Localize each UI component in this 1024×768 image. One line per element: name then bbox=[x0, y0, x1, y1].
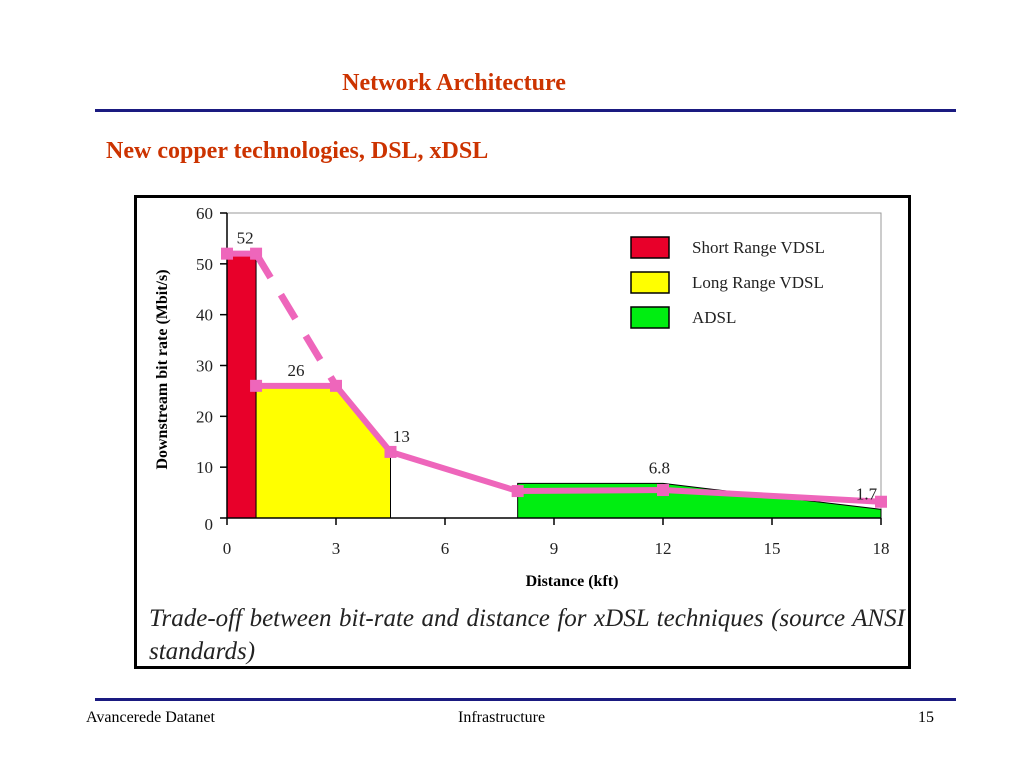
legend-label: Short Range VDSL bbox=[692, 238, 825, 257]
data-label: 6.8 bbox=[649, 458, 670, 477]
x-tick-label: 15 bbox=[764, 539, 781, 558]
page-number: 15 bbox=[918, 709, 934, 726]
y-tick-label: 40 bbox=[196, 306, 213, 325]
legend-label: ADSL bbox=[692, 308, 736, 327]
envelope-marker bbox=[384, 445, 397, 458]
legend-swatch bbox=[630, 236, 670, 259]
x-tick-label: 0 bbox=[223, 539, 232, 558]
x-axis-label: Distance (kft) bbox=[526, 573, 619, 590]
envelope-marker bbox=[330, 379, 342, 392]
envelope-marker bbox=[221, 247, 233, 260]
y-tick-label: 0 bbox=[205, 515, 214, 534]
data-label: 13 bbox=[393, 427, 410, 446]
envelope-marker bbox=[250, 247, 263, 260]
envelope-marker bbox=[657, 484, 669, 497]
series-area-1 bbox=[255, 385, 391, 519]
y-tick-label: 30 bbox=[196, 357, 213, 376]
legend-swatch bbox=[630, 306, 670, 329]
y-axis-label: Downstream bit rate (Mbit/s) bbox=[154, 269, 171, 469]
x-tick-label: 12 bbox=[655, 539, 672, 558]
y-tick-label: 50 bbox=[196, 255, 213, 274]
envelope-dashed-segment bbox=[253, 251, 339, 388]
envelope-marker bbox=[250, 379, 263, 392]
y-tick-label: 20 bbox=[196, 407, 213, 426]
x-tick-label: 3 bbox=[332, 539, 341, 558]
slide-subtitle: New copper technologies, DSL, xDSL bbox=[106, 138, 489, 164]
y-tick-label: 60 bbox=[196, 204, 213, 223]
envelope-marker bbox=[875, 495, 887, 508]
envelope-marker bbox=[511, 485, 524, 498]
data-label: 52 bbox=[237, 229, 254, 248]
chart-caption: Trade-off between bit-rate and distance … bbox=[149, 605, 905, 665]
legend-label: Long Range VDSL bbox=[692, 273, 824, 292]
x-tick-label: 9 bbox=[550, 539, 559, 558]
chart-figure: 0 3 6 9 12 15 18 0 10 20 30 40 50 60 Distance (kft) Dow… bbox=[134, 195, 911, 669]
footer-left: Avancerede Datanet bbox=[86, 709, 215, 726]
data-label: 26 bbox=[288, 361, 305, 380]
x-tick-label: 6 bbox=[441, 539, 450, 558]
footer-center: Infrastructure bbox=[458, 709, 546, 726]
slide-title: Network Architecture bbox=[342, 70, 566, 96]
title-divider bbox=[95, 109, 956, 112]
data-label: 1.7 bbox=[856, 484, 878, 503]
legend-swatch bbox=[630, 271, 670, 294]
y-tick-label: 10 bbox=[196, 458, 213, 477]
x-tick-label: 18 bbox=[873, 539, 890, 558]
xdsl-chart: 0 3 6 9 12 15 18 0 10 20 30 40 50 60 Distance (kft) Dow… bbox=[154, 204, 890, 590]
footer-divider bbox=[95, 698, 956, 701]
